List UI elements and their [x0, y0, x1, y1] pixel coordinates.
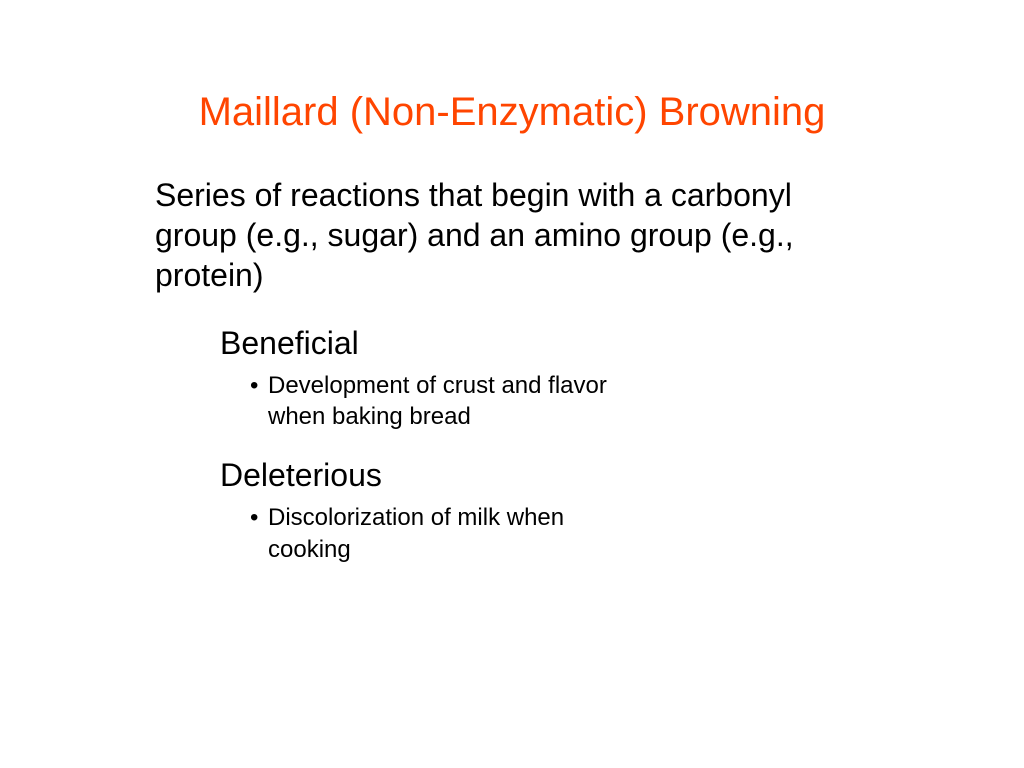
bullet-continuation: cooking — [268, 534, 924, 565]
slide-description: Series of reactions that begin with a ca… — [155, 175, 844, 295]
slide-title: Maillard (Non-Enzymatic) Browning — [100, 90, 924, 135]
section-heading: Deleterious — [220, 457, 924, 494]
section-beneficial: Beneficial Development of crust and flav… — [220, 325, 924, 432]
bullet-continuation: when baking bread — [268, 401, 924, 432]
section-deleterious: Deleterious Discolorization of milk when… — [220, 457, 924, 564]
slide-container: Maillard (Non-Enzymatic) Browning Series… — [0, 0, 1024, 768]
bullet-item: Development of crust and flavor — [250, 370, 670, 401]
section-heading: Beneficial — [220, 325, 924, 362]
bullet-item: Discolorization of milk when — [250, 502, 670, 533]
